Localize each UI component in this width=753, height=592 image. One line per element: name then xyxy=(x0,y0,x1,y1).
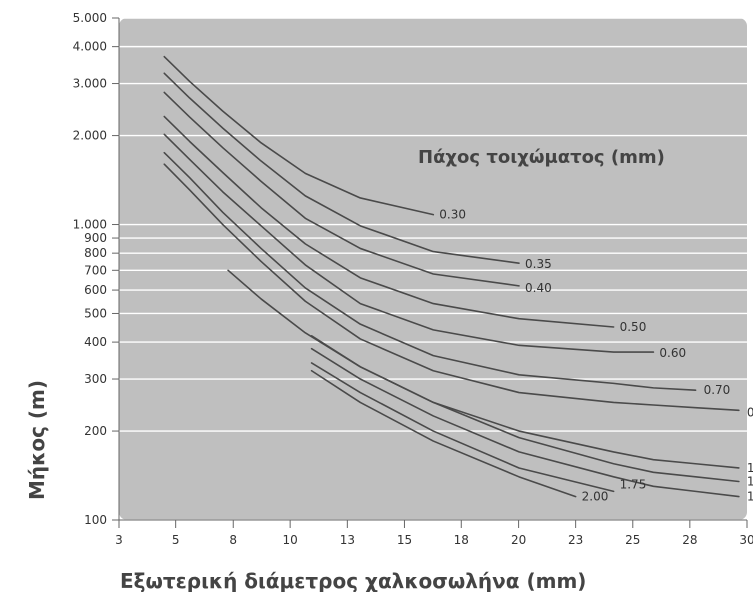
x-tick-label-10: 28 xyxy=(682,533,697,547)
curve-label-0.30: 0.30 xyxy=(439,208,466,222)
plot-background xyxy=(119,18,747,520)
series-lines xyxy=(163,55,740,498)
x-axis-ticks: 3 5 8 10 13 15 18 20 23 25 28 30 xyxy=(115,519,753,547)
series-line-0.70 xyxy=(163,151,697,391)
series-line-1.50 xyxy=(310,347,740,498)
x-tick-label-5: 15 xyxy=(397,533,412,547)
curve-label-1.75: 1.75 xyxy=(620,477,647,491)
x-tick-label-7: 20 xyxy=(511,533,526,547)
y-tick-label-10: 2.000 xyxy=(73,129,107,143)
legend-title: Πάχος τοιχώματος (mm) xyxy=(418,147,665,168)
y-axis-title: Μήκος (m) xyxy=(25,380,49,500)
y-tick-label-4: 500 xyxy=(84,306,107,320)
y-tick-label-7: 800 xyxy=(84,246,107,260)
x-tick-label-4: 13 xyxy=(340,533,355,547)
curve-label-0.70: 0.70 xyxy=(704,383,731,397)
y-tick-label-13: 5.000 xyxy=(73,11,107,25)
y-tick-label-9: 1.000 xyxy=(73,218,107,232)
curve-label-1.25: 1.25 xyxy=(747,474,753,488)
curve-label-2.00: 2.00 xyxy=(582,490,609,504)
curve-label-1.50: 1.50 xyxy=(747,490,753,504)
y-tick-label-11: 3.000 xyxy=(73,77,107,91)
curve-label-0.50: 0.50 xyxy=(620,320,647,334)
series-line-0.30 xyxy=(163,55,435,216)
series-line-1.25 xyxy=(310,335,740,483)
series-line-0.40 xyxy=(163,91,520,287)
curve-label-1.00: 1.00 xyxy=(747,461,753,475)
x-tick-label-3: 10 xyxy=(283,533,298,547)
series-line-0.50 xyxy=(163,115,615,328)
series-line-1.75 xyxy=(310,362,615,493)
x-tick-label-6: 18 xyxy=(454,533,469,547)
series-line-0.80 xyxy=(163,163,740,412)
y-tick-label-5: 600 xyxy=(84,283,107,297)
series-line-0.60 xyxy=(163,133,655,353)
curve-label-0.60: 0.60 xyxy=(659,346,686,360)
y-tick-label-1: 200 xyxy=(84,424,107,438)
x-tick-label-1: 5 xyxy=(172,533,180,547)
x-tick-label-8: 23 xyxy=(568,533,583,547)
gridlines xyxy=(119,17,747,521)
series-line-1.00 xyxy=(227,269,740,469)
y-tick-label-3: 400 xyxy=(84,335,107,349)
y-tick-label-8: 900 xyxy=(84,231,107,245)
x-tick-label-11: 30 xyxy=(739,533,753,547)
y-tick-label-0: 100 xyxy=(84,513,107,527)
curve-label-0.40: 0.40 xyxy=(525,281,552,295)
x-tick-label-9: 25 xyxy=(625,533,640,547)
curve-labels: 0.30 0.35 0.40 0.50 0.60 0.70 0.80 1.001.25 1.50… xyxy=(439,208,753,504)
curve-label-0.80: 0.80 xyxy=(747,405,753,419)
x-axis-title: Εξωτερική διάμετρος χαλκοσωλήνα (mm) xyxy=(120,569,586,592)
y-tick-label-12: 4.000 xyxy=(73,40,107,54)
x-tick-label-2: 8 xyxy=(229,533,237,547)
y-tick-label-2: 300 xyxy=(84,372,107,386)
series-line-0.35 xyxy=(163,72,520,264)
series-line-2.00 xyxy=(310,369,577,498)
curve-label-0.35: 0.35 xyxy=(525,257,552,271)
y-tick-label-6: 700 xyxy=(84,263,107,277)
x-tick-label-0: 3 xyxy=(115,533,123,547)
